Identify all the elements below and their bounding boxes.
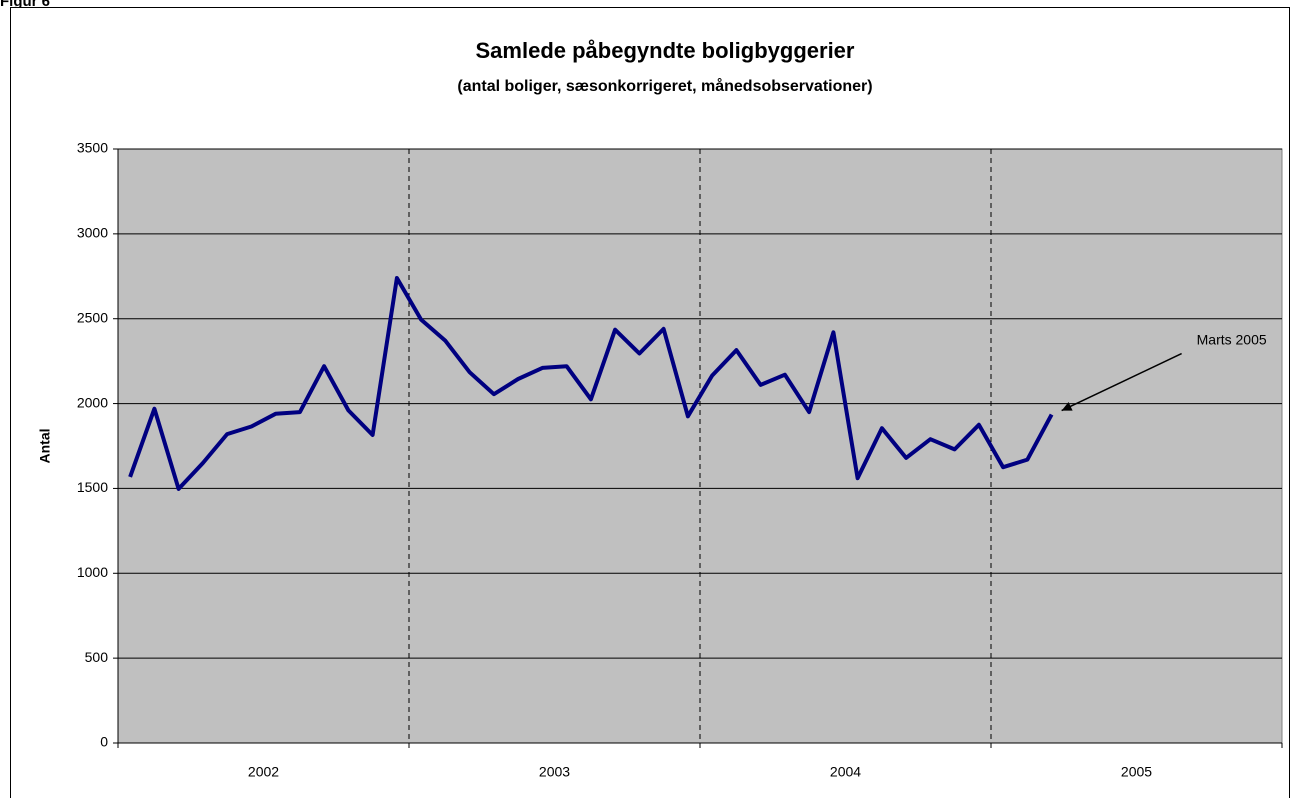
y-tick-label: 500 bbox=[85, 649, 109, 665]
y-tick-label: 2000 bbox=[77, 394, 108, 410]
chart-title: Samlede påbegyndte boligbyggerier bbox=[476, 38, 855, 63]
y-tick-label: 3500 bbox=[77, 140, 108, 156]
annotation-arrow bbox=[1061, 352, 1182, 412]
x-tick-label: 2003 bbox=[539, 764, 570, 780]
y-tick-label: 2500 bbox=[77, 309, 108, 325]
chart-subtitle: (antal boliger, sæsonkorrigeret, månedso… bbox=[457, 77, 872, 95]
figure-label: Figur 6 bbox=[0, 0, 50, 10]
y-tick-label: 0 bbox=[100, 734, 108, 750]
y-tick-label: 1500 bbox=[77, 479, 108, 495]
y-axis-label: Antal bbox=[37, 429, 53, 464]
x-tick-label: 2002 bbox=[248, 764, 279, 780]
y-tick-label: 3000 bbox=[77, 225, 108, 241]
x-tick-label: 2004 bbox=[830, 764, 861, 780]
arrow-head bbox=[1061, 402, 1073, 411]
series-line bbox=[128, 276, 1054, 491]
x-tick-label: 2005 bbox=[1121, 764, 1152, 780]
y-tick-label: 1000 bbox=[77, 564, 108, 580]
annotation: Marts 2005 bbox=[1197, 331, 1267, 347]
